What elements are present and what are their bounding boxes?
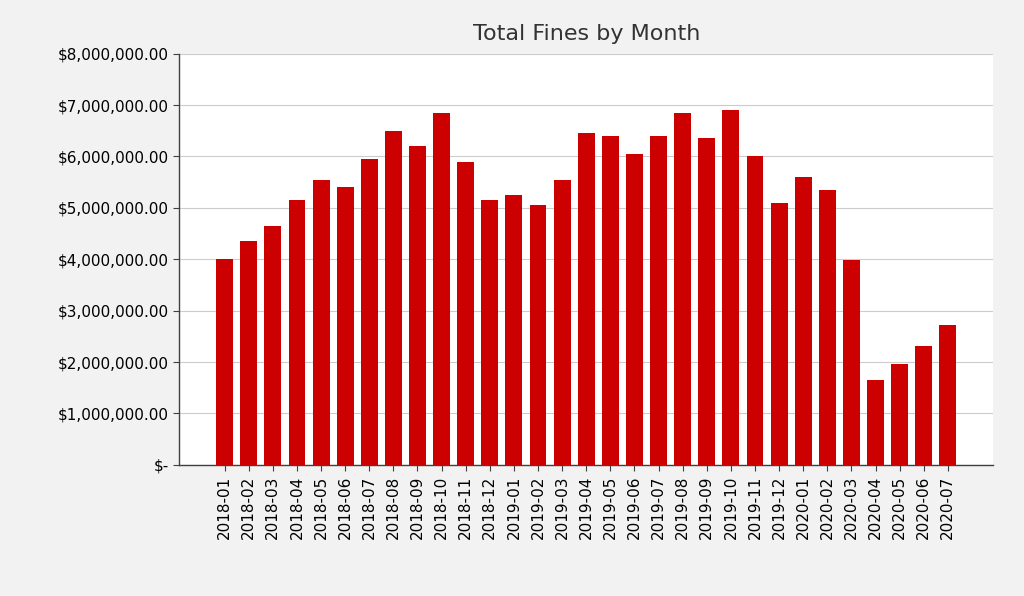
Bar — [433, 113, 450, 465]
Bar — [360, 159, 378, 465]
Bar — [554, 179, 570, 465]
Bar — [771, 203, 787, 465]
Bar — [289, 200, 305, 465]
Bar — [578, 134, 595, 465]
Bar — [506, 195, 522, 465]
Bar — [602, 136, 618, 465]
Bar — [819, 190, 836, 465]
Bar — [723, 110, 739, 465]
Bar — [626, 154, 643, 465]
Bar — [795, 177, 812, 465]
Bar — [915, 346, 932, 465]
Bar — [891, 364, 908, 465]
Bar — [939, 325, 956, 465]
Bar — [216, 259, 233, 465]
Bar — [385, 131, 401, 465]
Bar — [337, 187, 353, 465]
Bar — [746, 157, 764, 465]
Bar — [650, 136, 667, 465]
Bar — [409, 146, 426, 465]
Bar — [698, 138, 715, 465]
Bar — [843, 260, 860, 465]
Title: Total Fines by Month: Total Fines by Month — [472, 24, 700, 44]
Bar — [481, 200, 499, 465]
Bar — [529, 205, 547, 465]
Bar — [458, 162, 474, 465]
Bar — [264, 226, 282, 465]
Bar — [312, 179, 330, 465]
Bar — [867, 380, 884, 465]
Bar — [674, 113, 691, 465]
Bar — [241, 241, 257, 465]
